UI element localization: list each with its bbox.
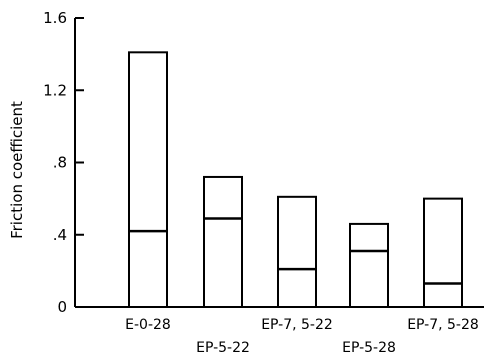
- x-category-label: EP-7, 5-22: [261, 317, 333, 333]
- y-tick-label: .8: [53, 154, 67, 172]
- bar-EP-7.5-22: [277, 195, 317, 309]
- y-tick-label: .4: [53, 226, 67, 244]
- bar-EP-5-28: [349, 222, 389, 309]
- y-axis-label: Friction coefficient: [8, 101, 26, 239]
- x-category-label: EP-5-28: [342, 340, 396, 356]
- bar-EP-5-22: [203, 175, 243, 308]
- y-ticks: 0 .4 .8 1.2 1.6: [43, 9, 84, 316]
- bars: [128, 51, 463, 309]
- x-category-label: E-0-28: [125, 317, 171, 333]
- bar-EP-7.5-28: [423, 197, 463, 308]
- x-labels: E-0-28 EP-5-22 EP-7, 5-22 EP-5-28 EP-7, 5-28: [125, 317, 479, 356]
- x-category-label: EP-5-22: [196, 340, 250, 356]
- y-tick-label: 1.2: [43, 81, 67, 99]
- y-tick-label: 0: [57, 298, 67, 316]
- bar-E-0-28: [128, 51, 168, 308]
- x-category-label: EP-7, 5-28: [407, 317, 479, 333]
- y-tick-label: 1.6: [43, 9, 67, 27]
